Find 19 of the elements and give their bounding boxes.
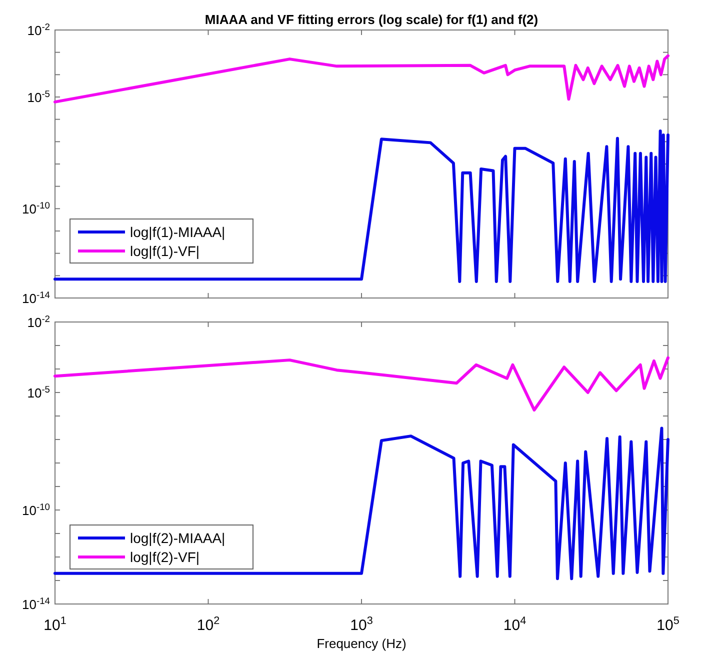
x-tick-label: 10$^{5}$ xyxy=(656,615,680,634)
legend-label: log|f(2)-VF| xyxy=(130,549,200,565)
y-tick-label: 10$^{-2}$ xyxy=(27,314,50,330)
y-tick-label: 10$^{-5}$ xyxy=(27,384,50,400)
y-tick-label: 10$^{-10}$ xyxy=(22,502,50,518)
chart-title: MIAAA and VF fitting errors (log scale) for f(1) and f(2) xyxy=(204,12,538,27)
x-tick-label: 10$^{4}$ xyxy=(503,615,526,634)
legend-label: log|f(2)-MIAAA| xyxy=(130,530,226,546)
x-tick-label: 10$^{3}$ xyxy=(350,615,373,634)
y-tick-label: 10$^{-14}$ xyxy=(22,596,50,612)
x-tick-label: 10$^{1}$ xyxy=(44,615,66,634)
y-tick-label: 10$^{-14}$ xyxy=(22,290,50,306)
y-tick-label: 10$^{-5}$ xyxy=(27,89,50,105)
x-axis-title: Frequency (Hz) xyxy=(316,636,406,651)
y-tick-label: 10$^{-2}$ xyxy=(27,22,50,38)
legend-label: log|f(1)-MIAAA| xyxy=(130,224,226,240)
legend-label: log|f(1)-VF| xyxy=(130,243,200,259)
y-tick-label: 10$^{-10}$ xyxy=(22,200,50,217)
x-tick-label: 10$^{2}$ xyxy=(196,615,220,634)
